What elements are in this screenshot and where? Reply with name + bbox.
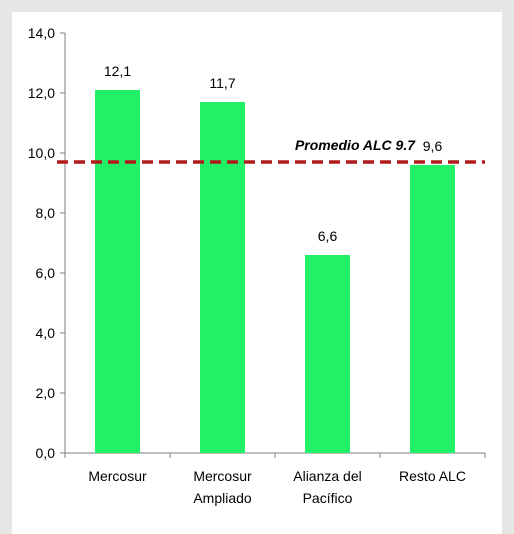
y-tick-label: 12,0 (28, 85, 55, 101)
y-tick-label: 4,0 (36, 325, 56, 341)
bar-0 (95, 90, 140, 453)
y-tick-label: 14,0 (28, 25, 55, 41)
data-label-0: 12,1 (104, 63, 131, 79)
bar-2 (305, 255, 350, 453)
bar-1 (200, 102, 245, 453)
y-tick-label: 6,0 (36, 265, 56, 281)
bar-3 (410, 165, 455, 453)
data-labels: 12,1 11,7 6,6 9,6 (104, 63, 443, 244)
y-tick-label: 2,0 (36, 385, 56, 401)
data-label-3: 9,6 (423, 138, 443, 154)
reference-line-label: Promedio ALC 9.7 (295, 137, 416, 153)
category-label-1-1: Ampliado (193, 490, 252, 506)
data-label-2: 6,6 (318, 228, 338, 244)
category-label-1-0: Mercosur (193, 468, 252, 484)
y-axis: 0,0 2,0 4,0 6,0 8,0 10,0 12,0 14,0 (28, 25, 66, 461)
category-label-0-0: Mercosur (88, 468, 147, 484)
data-label-1: 11,7 (209, 75, 235, 91)
category-label-2-1: Pacífico (303, 490, 353, 506)
reference-line-group: Promedio ALC 9.7 (57, 137, 485, 164)
y-tick-label: 10,0 (28, 145, 55, 161)
category-label-3-0: Resto ALC (399, 468, 466, 484)
category-label-2-0: Alianza del (293, 468, 362, 484)
x-axis: Mercosur Mercosur Ampliado Alianza del Pacíf… (64, 452, 486, 506)
y-tick-label: 0,0 (36, 445, 56, 461)
y-tick-label: 8,0 (36, 205, 56, 221)
